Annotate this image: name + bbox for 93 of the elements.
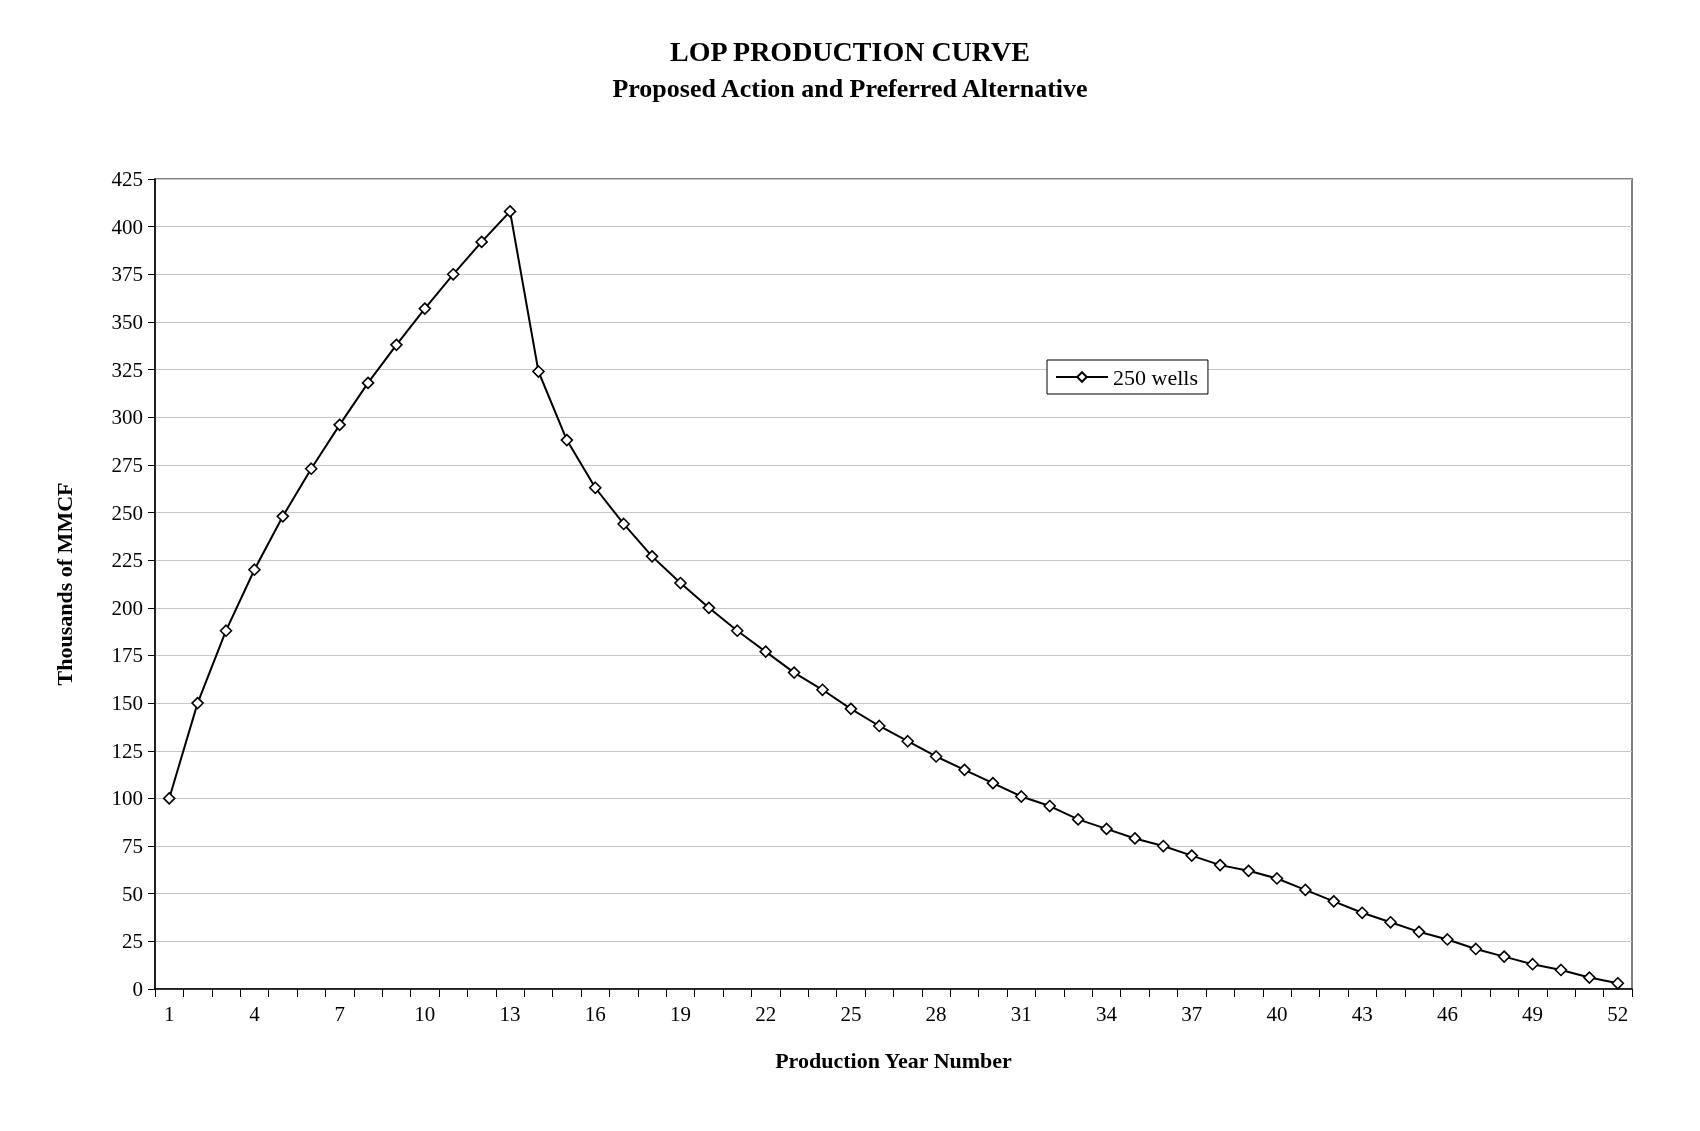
point [1299,883,1312,897]
x-tick-label: 46 [1436,1001,1458,1026]
point [929,750,943,763]
point [475,235,488,249]
x-tick-label: 40 [1266,1001,1288,1026]
point [1185,849,1199,862]
x-tick-label: 16 [584,1001,606,1026]
point [1554,963,1568,977]
y-tick-label: 225 [111,548,143,573]
chart-title: LOP PRODUCTION CURVE [670,35,1030,67]
point [1611,976,1625,990]
point [1071,813,1085,826]
y-tick-label: 25 [122,929,143,954]
y-tick-label: 100 [111,786,143,811]
point [787,666,801,679]
y-tick-label: 125 [111,738,143,763]
point [1327,895,1341,908]
x-tick-label: 19 [669,1001,691,1026]
point [191,696,204,710]
y-tick-label: 0 [132,977,143,1001]
point [1015,790,1028,803]
point [730,624,744,637]
legend-label: 250 wells [1113,364,1198,390]
x-tick-label: 52 [1607,1001,1629,1026]
point [248,563,261,577]
point [162,792,176,805]
y-tick-label: 425 [111,167,143,191]
point [1213,858,1227,872]
point [304,462,318,475]
point [816,683,829,697]
x-tick-label: 25 [840,1001,862,1026]
point [1270,872,1284,885]
point [617,517,630,531]
point [1100,822,1113,836]
point [532,365,545,378]
point [1384,915,1397,929]
point [702,601,716,615]
x-tick-label: 1 [163,1001,175,1026]
point [361,376,375,390]
point [276,510,290,523]
y-tick-label: 300 [111,405,143,430]
x-tick-label: 22 [755,1001,777,1026]
y-tick-label: 175 [111,643,143,668]
point [901,734,914,748]
x-tick-label: 43 [1351,1001,1373,1026]
y-axis-title: Thousands of MMCF [51,482,77,686]
point [844,702,858,716]
point [1242,864,1255,878]
y-tick-label: 375 [111,262,143,287]
point [1157,839,1170,853]
point [873,719,886,733]
x-tick-label: 34 [1096,1001,1118,1026]
x-tick-label: 7 [334,1001,345,1026]
point [219,624,233,637]
point [645,550,659,563]
point [1497,950,1511,963]
point [418,302,432,315]
x-axis-title: Production Year Number [775,1047,1013,1073]
point [503,205,517,218]
y-tick-label: 250 [111,500,143,525]
point [1043,799,1057,813]
x-tick-label: 37 [1181,1001,1203,1026]
y-tick-label: 400 [111,214,143,239]
x-tick-label: 28 [925,1001,947,1026]
point [1526,957,1539,971]
point [588,481,602,495]
point [390,338,403,352]
y-tick-label: 150 [111,691,143,716]
x-tick-label: 4 [249,1001,261,1026]
point [1469,942,1483,956]
y-tick-label: 325 [111,357,143,382]
x-tick-label: 49 [1522,1001,1544,1026]
point [446,267,460,281]
point [759,645,772,658]
y-tick-label: 275 [111,452,143,477]
x-tick-label: 31 [1010,1001,1032,1026]
point [674,576,687,590]
point [1355,906,1369,920]
y-tick-label: 200 [111,595,143,620]
chart-subtitle: Proposed Action and Preferred Alternative [612,73,1088,103]
point [1441,933,1454,946]
y-tick-label: 50 [122,881,143,906]
point [1583,971,1596,984]
point [560,433,574,447]
point [333,418,346,432]
x-tick-label: 13 [499,1001,521,1026]
point [958,763,971,777]
y-tick-label: 350 [111,309,143,334]
point [1128,832,1142,845]
point [986,776,1000,790]
point [1412,925,1426,939]
y-tick-label: 75 [122,834,143,859]
x-tick-label: 10 [414,1001,436,1026]
